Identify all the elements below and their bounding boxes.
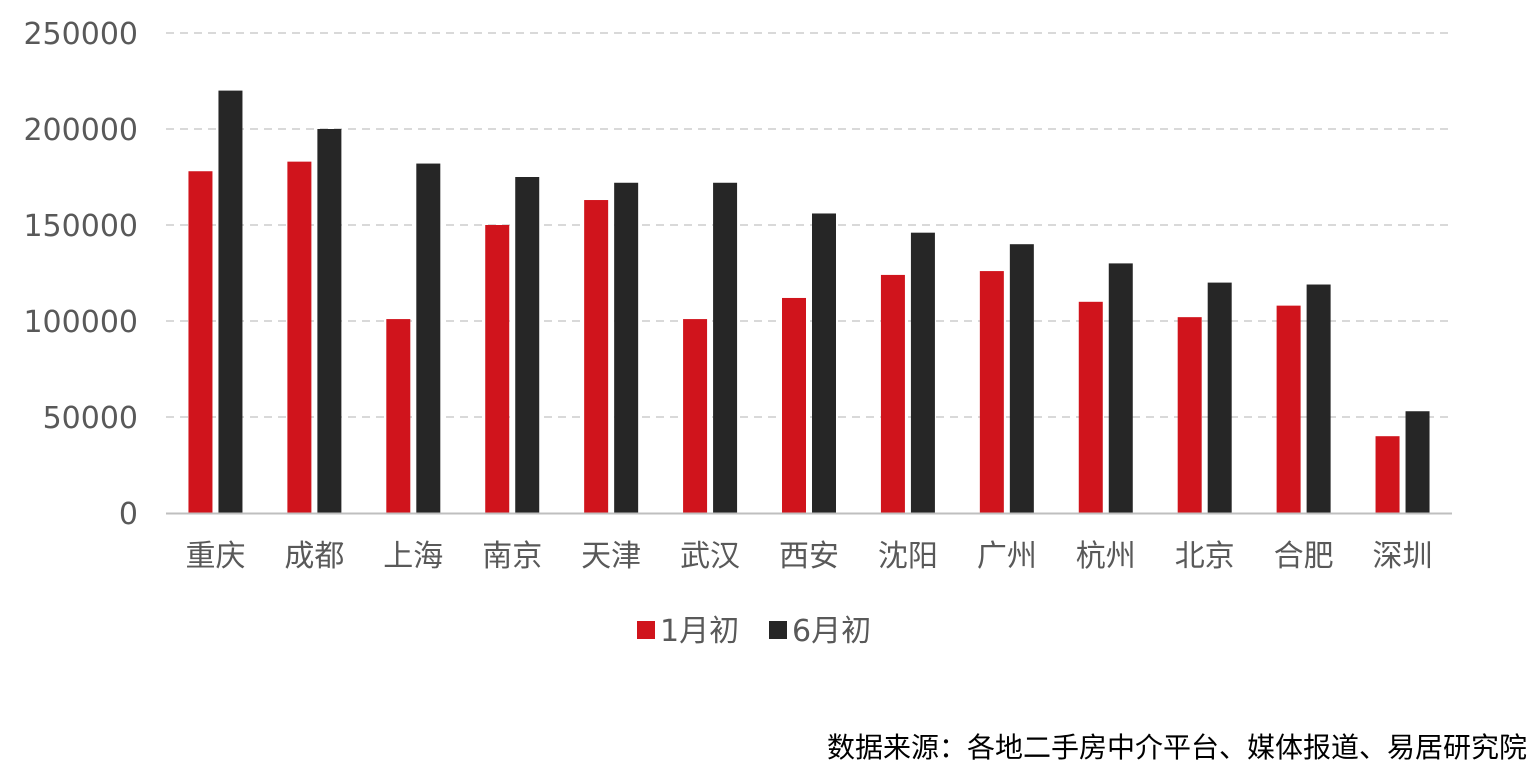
bar-series1 [188,171,213,514]
bar-series1 [485,225,510,513]
x-tick-label: 南京 [482,539,542,574]
legend-swatch [769,621,787,639]
y-tick-label: 150000 [23,209,138,244]
bar-series2 [416,163,441,513]
x-tick-label: 广州 [977,539,1037,574]
bar-series1 [979,271,1004,513]
bar-series1 [782,297,806,513]
bar-series1 [1276,305,1301,513]
bar-series1 [584,200,609,514]
bar-series2 [317,129,342,513]
source-note: 数据来源：各地二手房中介平台、媒体报道、易居研究院 [827,731,1527,764]
legend: 1月初 6月初 [637,614,871,649]
bars [188,90,1430,514]
y-tick-label: 200000 [23,113,138,148]
x-tick-label: 天津 [581,539,641,574]
legend-label: 6月初 [792,614,871,649]
x-tick-label: 深圳 [1373,539,1433,574]
x-tick-label: 成都 [284,539,344,574]
bar-series2 [812,213,836,514]
x-tick-label: 合肥 [1274,539,1334,574]
bar-series1 [880,274,905,513]
x-tick-label: 西安 [779,539,839,574]
y-axis-ticks: 0 50000 100000 150000 200000 250000 [23,17,138,532]
x-tick-label: 上海 [383,539,443,574]
y-tick-label: 0 [119,497,138,532]
x-tick-label: 北京 [1175,539,1235,574]
y-tick-label: 100000 [23,305,138,340]
bar-series2 [910,232,935,513]
x-tick-label: 重庆 [185,539,245,574]
bar-series1 [386,319,411,513]
x-tick-label: 杭州 [1076,539,1136,574]
bar-series2 [515,177,540,513]
bar-series1 [1375,436,1400,513]
x-tick-label: 武汉 [680,539,740,574]
legend-label: 1月初 [660,614,739,649]
bar-series2 [1405,411,1430,513]
bar-series1 [683,319,708,513]
bar-series1 [1177,317,1202,513]
bar-series1 [287,161,312,513]
gridlines [166,32,1452,418]
bar-series2 [1306,284,1331,513]
x-axis-ticks: 重庆 成都 上海 南京 天津 武汉 西安 沈阳 广州 杭州 北京 合肥 深圳 [185,539,1432,574]
y-tick-label: 50000 [43,401,138,436]
bar-series2 [1207,282,1232,513]
y-tick-label: 250000 [23,17,138,52]
bar-series2 [614,182,639,513]
bar-series2 [1009,244,1034,513]
x-tick-label: 沈阳 [878,539,938,574]
bar-series2 [713,182,738,513]
bar-series1 [1078,301,1103,513]
bar-series2 [218,90,243,513]
bar-series2 [1108,263,1133,513]
legend-swatch [637,621,655,639]
